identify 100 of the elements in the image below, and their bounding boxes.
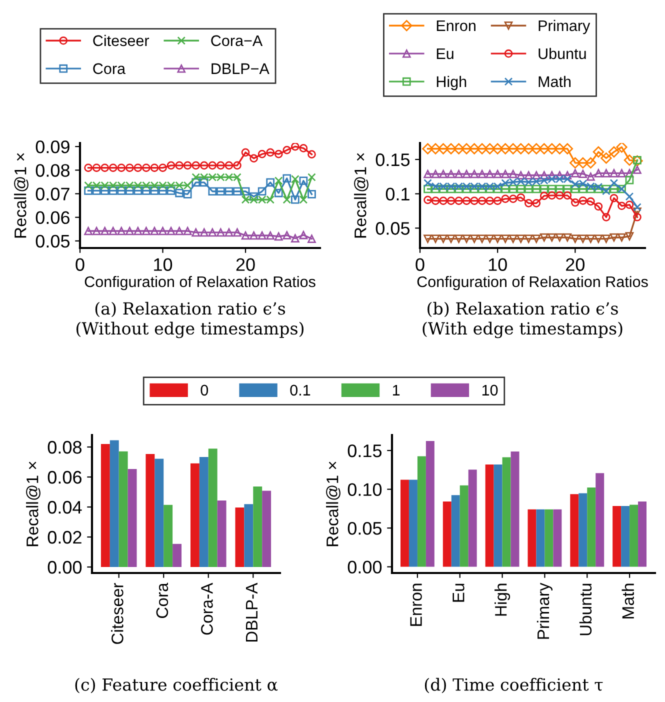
bar [262,490,272,567]
point [224,228,234,237]
point [538,143,550,154]
bar [510,452,520,567]
point [633,203,642,212]
x-tick-label: High [494,584,510,616]
y-axis-title: Recall@1 × [26,462,40,546]
y-tick-label: 0.05 [376,222,410,235]
x-axis-title: Configuration of Relaxation Ratios [84,276,316,290]
point [563,184,572,194]
point [274,150,283,158]
bar [587,487,596,567]
bar [612,506,622,567]
legend-label: Cora [93,63,126,74]
point [618,169,626,178]
point [501,194,510,203]
point [602,213,610,222]
x-tick-label: 20 [566,258,585,271]
point [470,234,478,243]
point [208,228,217,237]
point [470,196,478,205]
bar [199,457,208,567]
point [625,200,634,209]
point [460,143,472,154]
point [308,190,316,198]
point [618,202,626,210]
point [208,187,217,196]
point [546,143,558,154]
point [608,146,620,158]
bar [146,454,155,567]
point [192,228,200,237]
point [125,226,134,236]
point [563,191,572,200]
point [430,143,442,154]
bar [528,509,536,567]
bar [596,473,604,567]
point [233,187,242,196]
bar [502,457,511,567]
point [84,164,92,172]
point [454,196,463,205]
bar [442,502,452,567]
bar [578,493,588,567]
point [274,188,283,198]
point [431,234,440,243]
x-tick-label: Cora-A [201,582,213,635]
y-tick-label: 0.09 [36,140,70,154]
legend-label: Enron [436,20,476,32]
x-tick-label: 10 [154,258,172,271]
point [484,143,496,154]
point [424,234,432,243]
point [624,154,636,166]
point [183,190,192,198]
point [439,196,448,205]
bar [190,463,200,567]
point [438,143,449,154]
point [308,173,316,182]
bar [164,504,173,567]
point [633,207,642,216]
point [117,164,126,172]
y-tick-label: 0.10 [348,483,382,496]
point [299,195,308,204]
point [192,161,200,170]
point [532,234,541,243]
point [462,170,471,178]
point [166,186,176,195]
point [117,186,126,195]
point [633,166,642,174]
point [175,188,184,198]
point [486,234,494,243]
point [142,164,150,172]
point [308,150,316,158]
point [241,187,250,196]
point [610,194,618,202]
point [192,178,200,187]
point [555,184,564,194]
point [291,143,300,151]
point [571,184,580,194]
legend-label: 10 [482,384,498,396]
point [602,234,610,243]
y-tick-label: 0.05 [36,234,70,248]
legend-label: Math [538,76,571,88]
bar [621,506,630,567]
point [291,174,300,184]
point [424,170,432,178]
point [486,196,494,205]
point [424,196,432,204]
point [478,234,486,243]
point [250,154,258,163]
point [476,143,488,154]
bar [536,509,545,567]
point [100,226,109,236]
point [548,233,556,242]
point [158,164,167,172]
text: (a) Relaxation ratio ϵ’s (Without edge timestamps) [76,302,304,338]
point [208,161,217,170]
point [200,161,208,170]
point [84,186,92,195]
point [501,170,510,178]
point [282,231,292,240]
point [282,146,292,154]
